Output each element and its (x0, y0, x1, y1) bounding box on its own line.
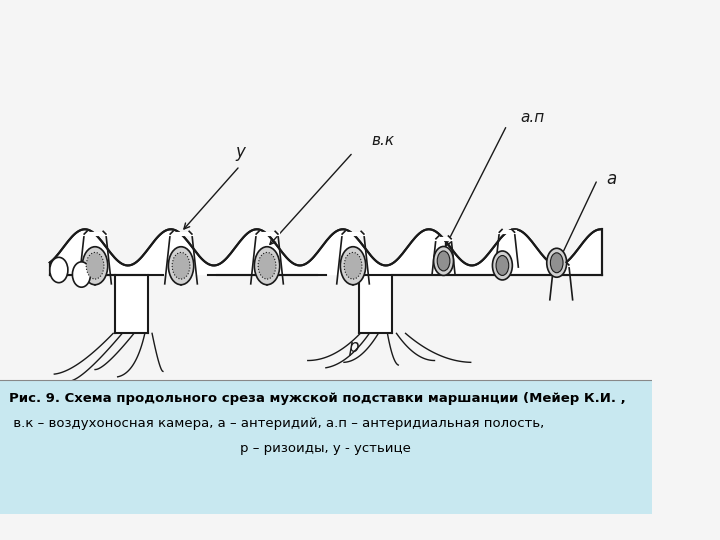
Ellipse shape (546, 248, 567, 277)
Text: в.к – воздухоносная камера, а – антеридий, а.п – антеридиальная полость,: в.к – воздухоносная камера, а – антериди… (9, 417, 544, 430)
Ellipse shape (437, 251, 450, 271)
Ellipse shape (172, 252, 190, 279)
Text: а.п: а.п (521, 110, 545, 125)
Text: р – ризоиды, у - устьице: р – ризоиды, у - устьице (240, 442, 411, 455)
Text: Рис. 9. Схема продольного среза мужской подставки маршанции (Мейер К.И. ,: Рис. 9. Схема продольного среза мужской … (9, 392, 626, 405)
Text: а: а (606, 171, 617, 188)
Ellipse shape (344, 252, 362, 279)
Ellipse shape (341, 247, 366, 285)
FancyBboxPatch shape (0, 381, 652, 515)
Ellipse shape (550, 253, 563, 273)
Ellipse shape (168, 247, 194, 285)
Polygon shape (50, 230, 602, 274)
Ellipse shape (254, 247, 279, 285)
Ellipse shape (50, 258, 68, 282)
Ellipse shape (86, 252, 104, 279)
Polygon shape (115, 274, 148, 333)
FancyBboxPatch shape (0, 383, 652, 515)
Ellipse shape (258, 252, 276, 279)
Ellipse shape (496, 255, 509, 275)
Ellipse shape (73, 262, 91, 287)
Ellipse shape (492, 251, 513, 280)
Text: р: р (348, 338, 359, 356)
Ellipse shape (433, 246, 454, 275)
Polygon shape (359, 274, 392, 333)
Ellipse shape (82, 247, 108, 285)
Text: у: у (235, 144, 245, 161)
Text: в.к: в.к (371, 133, 395, 148)
